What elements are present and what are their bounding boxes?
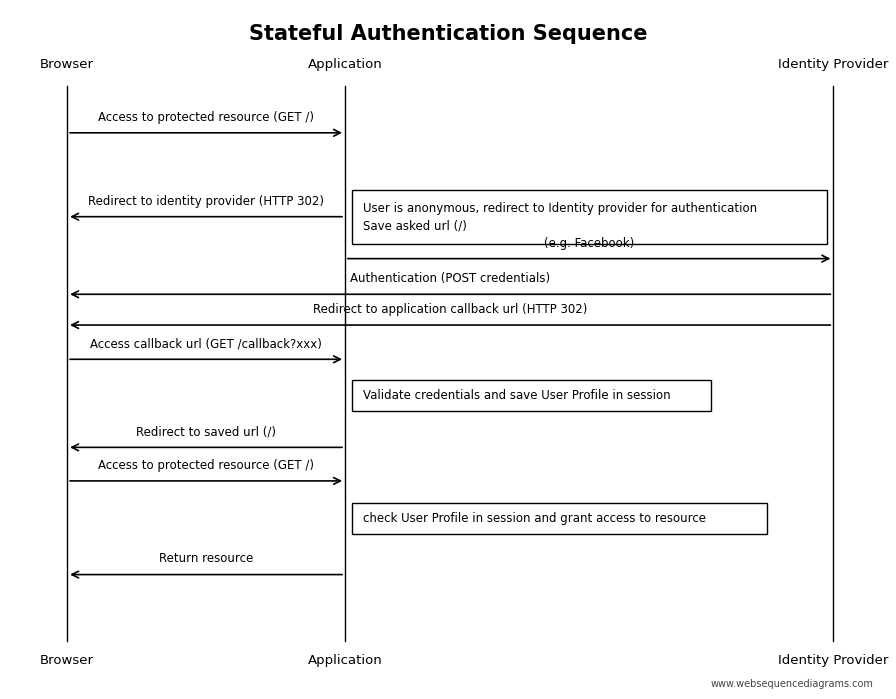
Text: Stateful Authentication Sequence: Stateful Authentication Sequence	[249, 24, 647, 45]
Text: Identity Provider: Identity Provider	[778, 654, 889, 668]
Text: Redirect to application callback url (HTTP 302): Redirect to application callback url (HT…	[313, 303, 588, 316]
Text: Access to protected resource (GET /): Access to protected resource (GET /)	[98, 110, 314, 124]
Text: User is anonymous, redirect to Identity provider for authentication
Save asked u: User is anonymous, redirect to Identity …	[363, 202, 757, 232]
Text: check User Profile in session and grant access to resource: check User Profile in session and grant …	[363, 512, 706, 525]
Text: Identity Provider: Identity Provider	[778, 57, 889, 71]
Text: Access callback url (GET /callback?xxx): Access callback url (GET /callback?xxx)	[90, 337, 322, 350]
Text: Browser: Browser	[40, 654, 94, 668]
FancyBboxPatch shape	[352, 503, 767, 534]
Text: Authentication (POST credentials): Authentication (POST credentials)	[350, 272, 550, 285]
Text: Redirect to saved url (/): Redirect to saved url (/)	[136, 425, 276, 438]
Text: Redirect to identity provider (HTTP 302): Redirect to identity provider (HTTP 302)	[88, 194, 324, 208]
Text: Access to protected resource (GET /): Access to protected resource (GET /)	[98, 459, 314, 472]
Text: Browser: Browser	[40, 57, 94, 71]
Text: Validate credentials and save User Profile in session: Validate credentials and save User Profi…	[363, 389, 670, 402]
Text: Application: Application	[307, 57, 383, 71]
Text: Return resource: Return resource	[159, 552, 254, 565]
FancyBboxPatch shape	[352, 190, 827, 244]
Text: www.websequencediagrams.com: www.websequencediagrams.com	[711, 679, 874, 689]
FancyBboxPatch shape	[352, 380, 711, 411]
Text: Application: Application	[307, 654, 383, 668]
Text: (e.g. Facebook): (e.g. Facebook)	[544, 236, 634, 250]
